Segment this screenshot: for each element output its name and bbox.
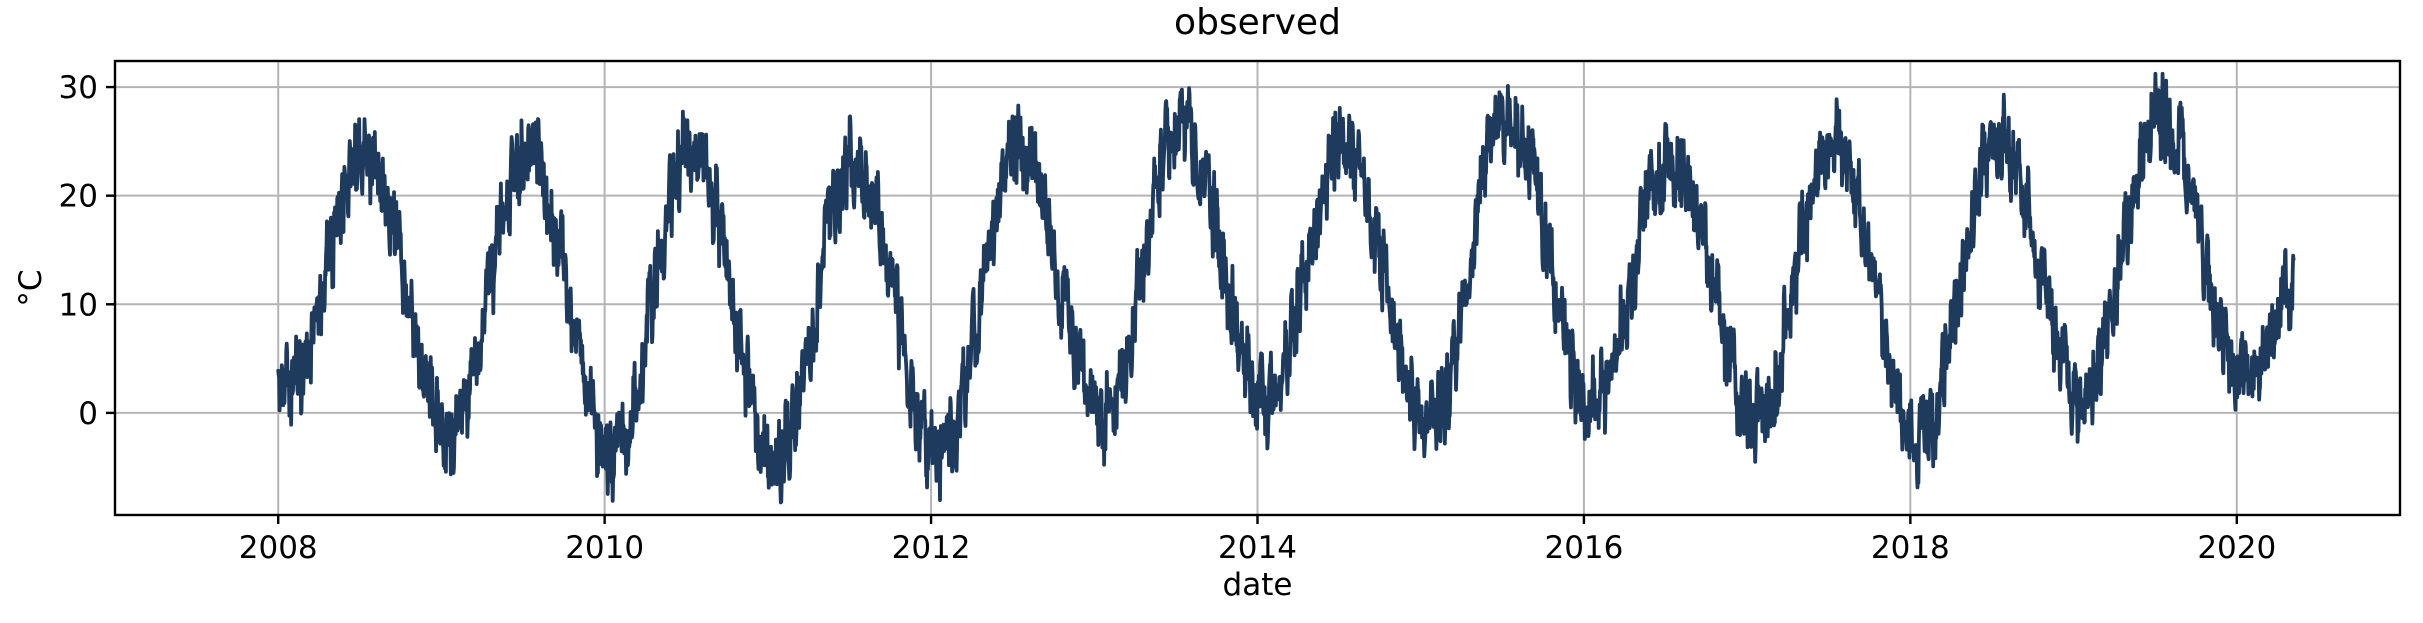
x-axis-label: date bbox=[1222, 567, 1293, 603]
temperature-line bbox=[276, 71, 2296, 505]
x-tick-label: 2008 bbox=[239, 530, 318, 566]
x-tick-label: 2014 bbox=[1218, 530, 1297, 566]
y-tick-label: 0 bbox=[78, 396, 98, 432]
y-tick-label: 20 bbox=[59, 179, 98, 215]
x-tick-label: 2020 bbox=[2197, 530, 2276, 566]
x-tick-label: 2016 bbox=[1544, 530, 1623, 566]
x-tick-label: 2018 bbox=[1871, 530, 1950, 566]
chart-title: observed bbox=[1174, 2, 1341, 43]
y-tick-label: 30 bbox=[59, 70, 98, 106]
x-tick-label: 2010 bbox=[565, 530, 644, 566]
x-tick-label: 2012 bbox=[892, 530, 971, 566]
y-tick-label: 10 bbox=[59, 287, 98, 323]
